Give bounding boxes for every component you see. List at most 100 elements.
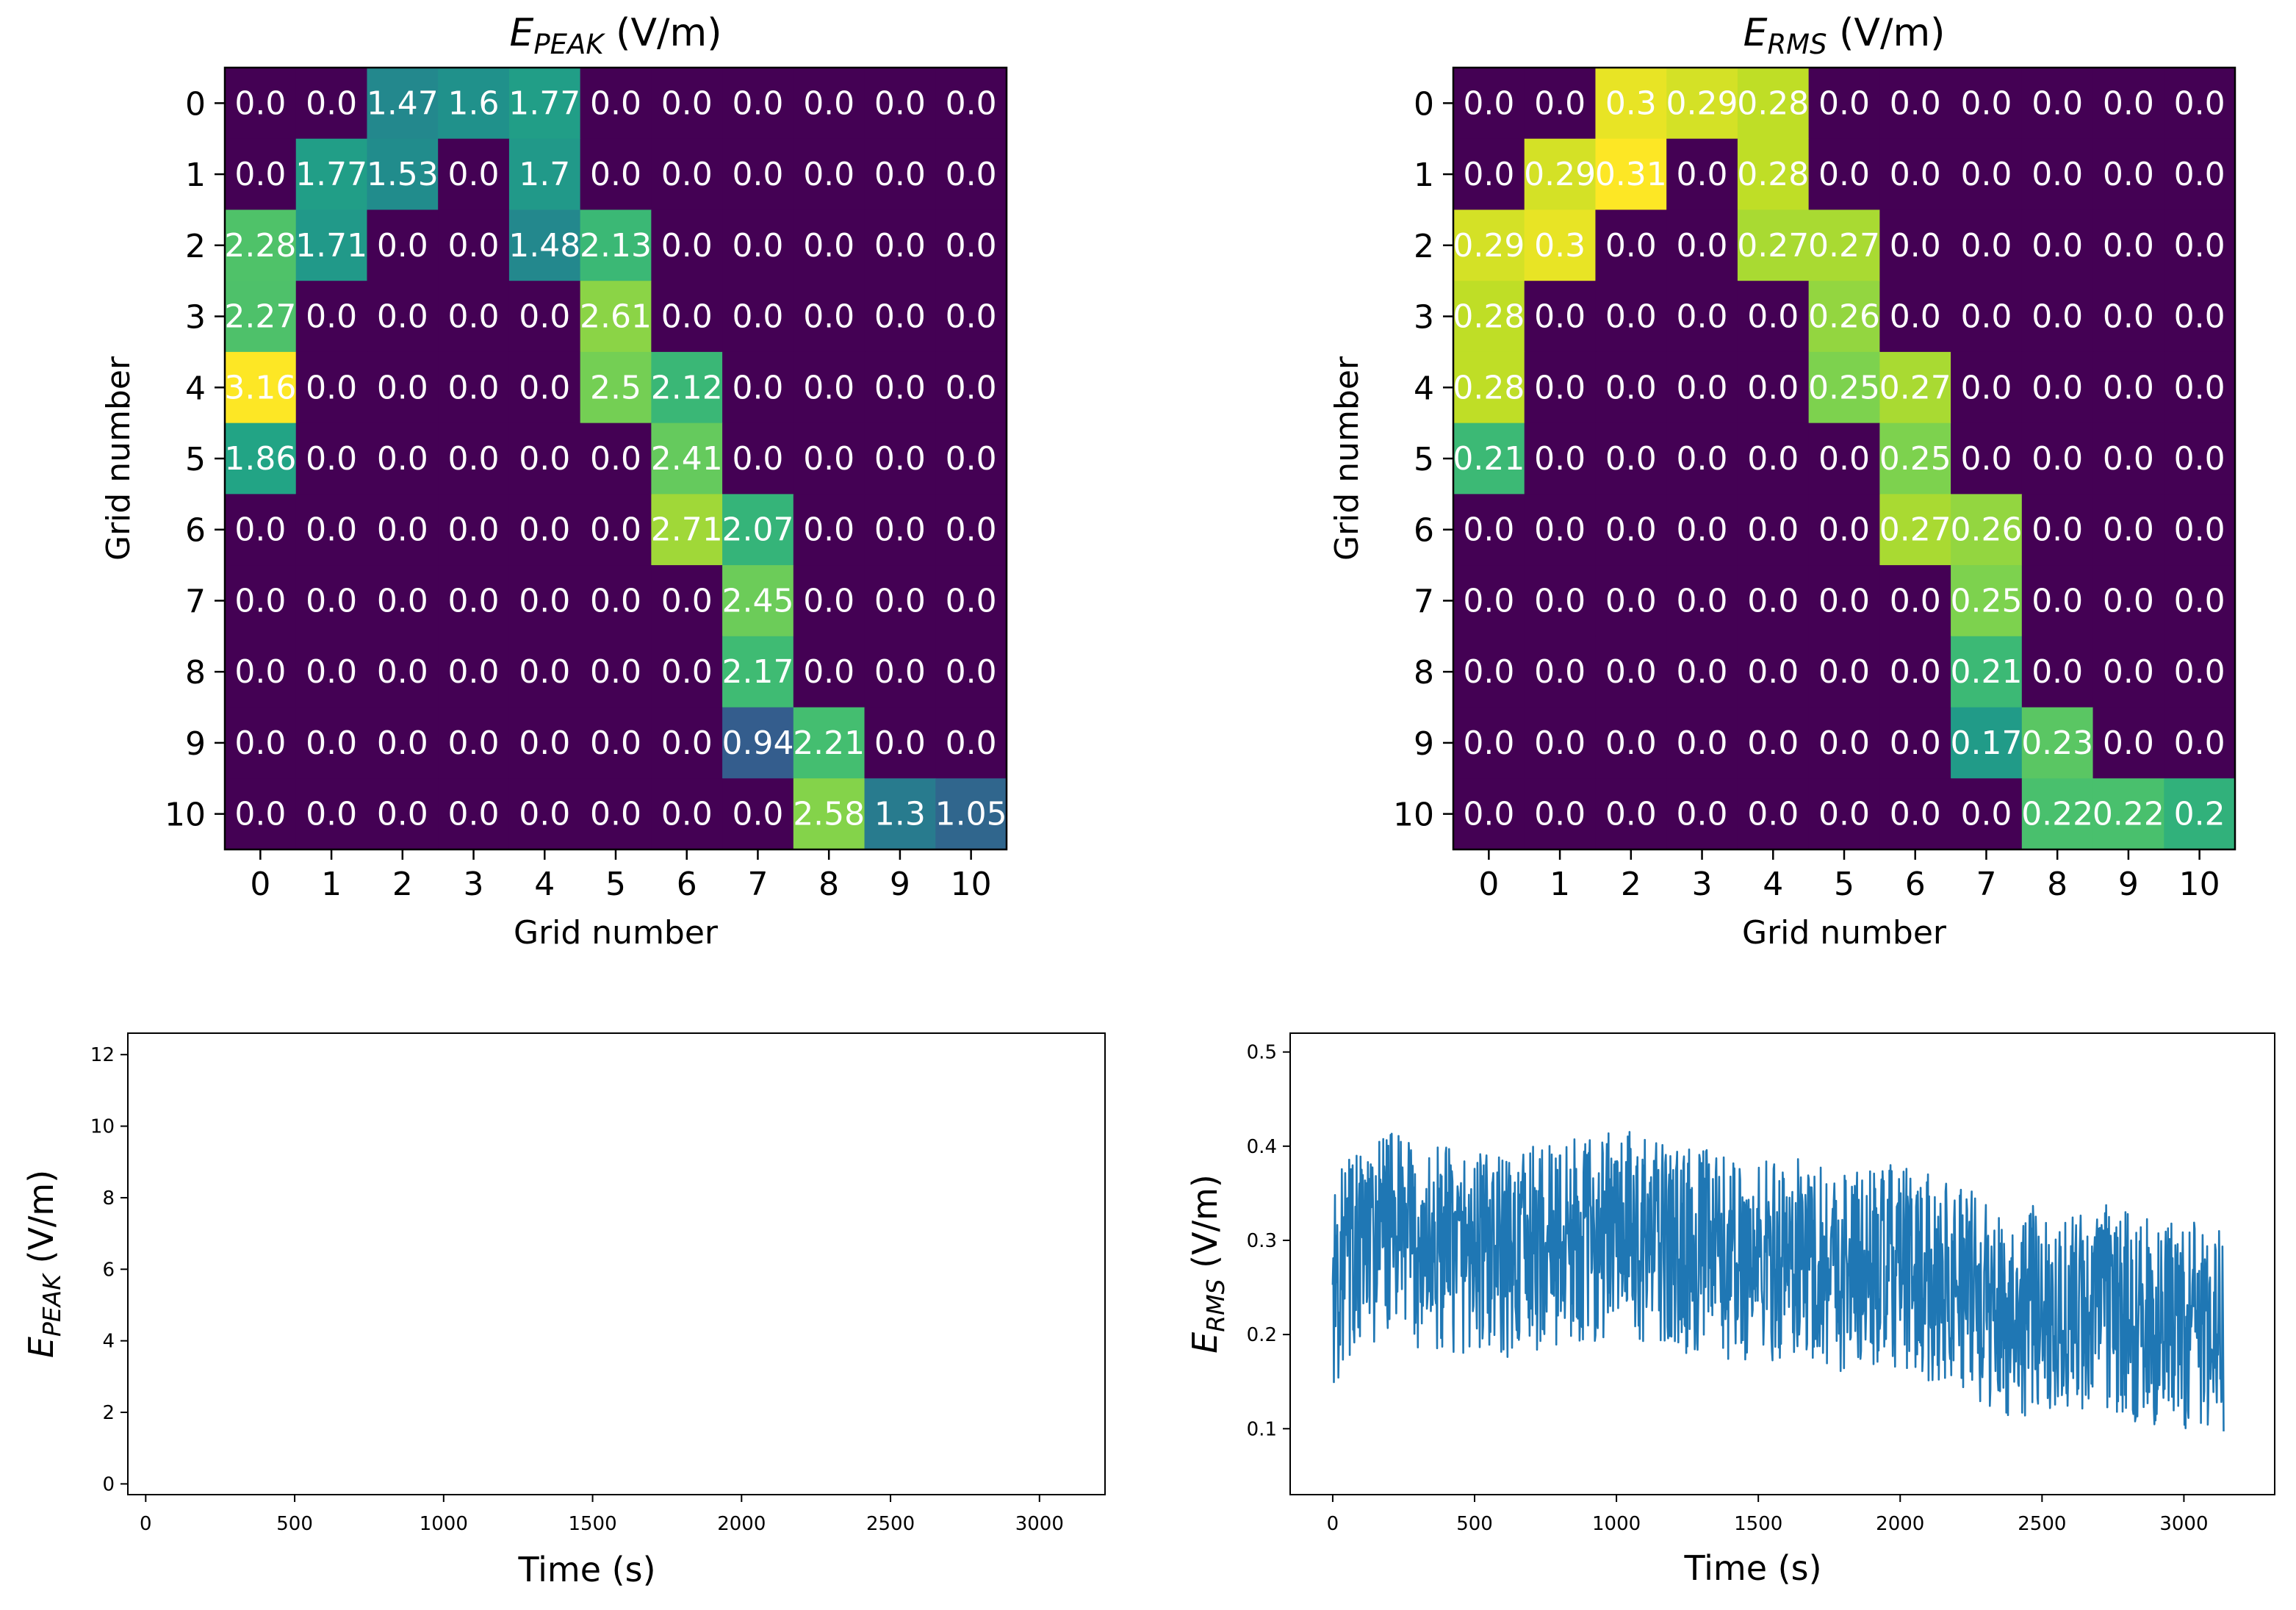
cell-value-label: 0.0 (874, 725, 926, 762)
cell-value-label: 0.0 (519, 511, 570, 549)
heatmap-cell (2164, 138, 2236, 211)
cell-value-label: 0.0 (2174, 227, 2225, 265)
cell-value-label: 0.0 (803, 369, 854, 406)
cell-value-label: 0.0 (1890, 725, 1941, 762)
cell-value-label: 0.0 (306, 653, 357, 691)
cell-value-label: 0.28 (1737, 85, 1809, 122)
heatmap-cell (722, 778, 794, 850)
x-tick-label: 8 (2047, 866, 2068, 903)
y-tick-label: 6 (102, 1259, 115, 1281)
heatmap-cell (1808, 209, 1880, 281)
heatmap-cell (793, 209, 866, 281)
heatmap-cell (438, 138, 510, 211)
heatmap-cell (225, 636, 297, 708)
heatmap-cell (651, 636, 723, 708)
heatmap-cell (2021, 209, 2094, 281)
heatmap-cell (1595, 707, 1667, 779)
heatmap-cell (508, 209, 581, 281)
heatmap-cell (2092, 351, 2164, 424)
x-tick-label: 8 (818, 866, 839, 903)
x-axis-label: Grid number (1742, 914, 1947, 952)
heatmap-cell (2021, 778, 2094, 850)
heatmap-cell (295, 778, 368, 850)
y-tick-label: 3 (185, 299, 206, 337)
heatmap-cell (438, 281, 510, 353)
heatmap-cell (722, 565, 794, 637)
cell-value-label: 0.0 (1677, 298, 1728, 336)
heatmap-cell (2092, 565, 2164, 637)
heatmap-cell (2164, 778, 2236, 850)
heatmap-cell (1808, 351, 1880, 424)
x-tick-label: 1500 (1734, 1513, 1782, 1535)
cell-value-label: 0.0 (1960, 85, 2012, 122)
heatmap-peak: 0.0 0.0 1.47 1.6 1.77 0.0 0.0 0.0 0.0 0.0 0.00.0 1.… (100, 11, 1008, 952)
cell-value-label: 0.21 (1453, 440, 1525, 478)
heatmap-cell (864, 636, 936, 708)
heatmap-cell (1666, 778, 1738, 850)
heatmap-cell (1666, 138, 1738, 211)
heatmap-cell (367, 68, 439, 140)
heatmap-cell (1524, 636, 1597, 708)
heatmap-cell (1808, 778, 1880, 850)
x-tick-label: 6 (677, 866, 697, 903)
heatmap-cell (508, 636, 581, 708)
heatmap-cell (935, 138, 1007, 211)
cell-value-label: 0.0 (448, 298, 500, 336)
heatmap-cell (225, 281, 297, 353)
heatmap-cell (225, 565, 297, 637)
heatmap-cell (438, 707, 510, 779)
y-tick-label: 0.2 (1247, 1324, 1277, 1346)
cell-value-label: 0.0 (1960, 796, 2012, 833)
cell-value-label: 0.0 (1605, 227, 1657, 265)
cell-value-label: 0.0 (2103, 582, 2154, 619)
cell-value-label: 0.0 (306, 369, 357, 406)
cell-value-label: 0.0 (1890, 298, 1941, 336)
cell-value-label: 0.0 (2103, 653, 2154, 691)
heatmap-cell (1666, 281, 1738, 353)
x-tick-label: 7 (1976, 866, 1996, 903)
cell-value-label: 0.0 (1890, 582, 1941, 619)
cell-value-label: 0.22 (2021, 796, 2093, 833)
heatmap-cell (1737, 636, 1810, 708)
heatmap-cell (2092, 423, 2164, 495)
cell-value-label: 0.0 (1605, 511, 1657, 549)
x-tick-label: 10 (951, 866, 992, 903)
cell-value-label: 0.0 (519, 440, 570, 478)
cell-value-label: 0.0 (2032, 369, 2083, 406)
cell-value-label: 0.0 (1463, 156, 1514, 193)
cell-value-label: 0.3 (1534, 227, 1586, 265)
y-tick-label: 7 (185, 583, 206, 620)
heatmap-cell (2092, 636, 2164, 708)
cell-value-label: 0.25 (1879, 440, 1951, 478)
cell-value-label: 0.0 (448, 653, 500, 691)
heatmap-cell (295, 209, 368, 281)
cell-value-label: 0.0 (306, 582, 357, 619)
cell-value-label: 0.0 (519, 369, 570, 406)
heatmap-cell (935, 494, 1007, 566)
cell-value-label: 2.71 (651, 511, 723, 549)
heatmap-cell (580, 636, 652, 708)
x-tick-label: 1000 (1592, 1513, 1641, 1535)
x-tick-label: 5 (1834, 866, 1854, 903)
heatmap-cell (2164, 281, 2236, 353)
heatmap-cell (508, 707, 581, 779)
heatmap-cell (722, 68, 794, 140)
cell-value-label: 2.07 (721, 511, 793, 549)
y-tick-label: 2 (102, 1402, 115, 1424)
cell-value-label: 2.12 (651, 369, 723, 406)
heatmap-cell (295, 68, 368, 140)
cell-value-label: 0.0 (874, 511, 926, 549)
y-tick-label: 8 (1414, 654, 1434, 691)
cell-value-label: 1.71 (295, 227, 367, 265)
cell-value-label: 0.0 (2103, 227, 2154, 265)
x-tick-label: 4 (1763, 866, 1783, 903)
heatmap-cell (864, 138, 936, 211)
heatmap-cell (295, 565, 368, 637)
cell-value-label: 0.0 (2174, 511, 2225, 549)
cell-value-label: 0.0 (1677, 725, 1728, 762)
heatmap-cell (438, 423, 510, 495)
heatmap-cell (2164, 209, 2236, 281)
y-tick-label: 1 (185, 157, 206, 194)
heatmap-cell (295, 494, 368, 566)
cell-value-label: 0.0 (661, 156, 713, 193)
